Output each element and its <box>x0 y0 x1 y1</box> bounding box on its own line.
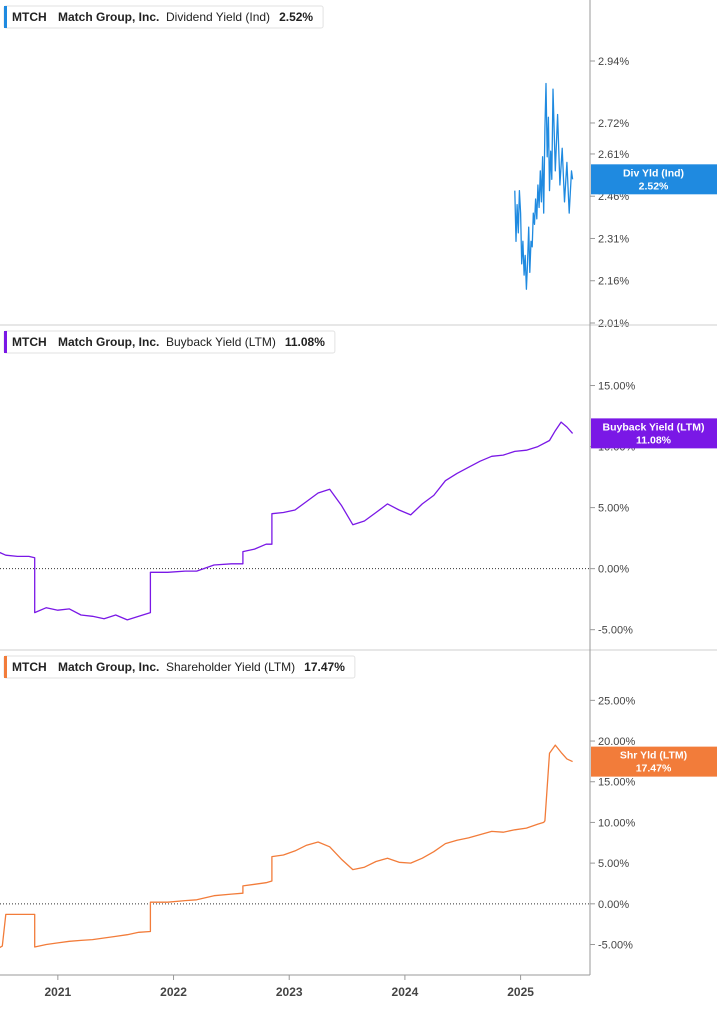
x-axis: 2021 2022 2023 2024 2025 <box>44 975 534 999</box>
header-company: Match Group, Inc. <box>58 660 159 674</box>
header-metric: Dividend Yield (Ind) <box>166 10 270 24</box>
x-tick-label: 2024 <box>392 985 419 999</box>
badge-bg <box>591 418 717 449</box>
y-tick-label: 5.00% <box>598 858 629 870</box>
y-tick-label: 0.00% <box>598 564 629 576</box>
x-tick-label: 2025 <box>507 985 534 999</box>
buyback-value-badge: Buyback Yield (LTM)11.08% <box>591 418 717 449</box>
badge-bg <box>591 746 717 777</box>
x-tick-label: 2021 <box>44 985 71 999</box>
y-tick-label: -5.00% <box>598 940 633 952</box>
dividend-header: MTCH Match Group, Inc. Dividend Yield (Ind… <box>3 5 324 29</box>
y-tick-label: 15.00% <box>598 777 636 789</box>
header-accent <box>4 331 7 353</box>
shareholder-series-line <box>0 744 573 949</box>
y-tick-label: -5.00% <box>598 625 633 637</box>
header-box <box>3 5 324 29</box>
buyback-series-line <box>0 421 574 621</box>
header-value: 2.52% <box>279 10 313 24</box>
x-tick-label: 2023 <box>276 985 303 999</box>
y-tick-label: 25.00% <box>598 695 636 707</box>
x-tick-label: 2022 <box>160 985 187 999</box>
shareholder-header: MTCH Match Group, Inc. Shareholder Yield (… <box>3 655 356 679</box>
header-ticker: MTCH <box>12 10 47 24</box>
header-accent <box>4 656 7 678</box>
header-metric: Buyback Yield (LTM) <box>166 335 276 349</box>
badge-value: 2.52% <box>639 180 669 192</box>
header-metric: Shareholder Yield (LTM) <box>166 660 295 674</box>
header-company: Match Group, Inc. <box>58 335 159 349</box>
buyback-header: MTCH Match Group, Inc. Buyback Yield (LTM)… <box>3 330 336 354</box>
y-tick-label: 2.72% <box>598 118 629 130</box>
badge-value: 11.08% <box>636 434 672 446</box>
y-tick-label: 2.16% <box>598 276 629 288</box>
y-tick-label: 15.00% <box>598 381 636 393</box>
y-tick-label: 0.00% <box>598 899 629 911</box>
y-tick-label: 2.61% <box>598 149 629 161</box>
y-tick-label: 2.31% <box>598 233 629 245</box>
header-value: 11.08% <box>285 335 325 349</box>
badge-label: Div Yld (Ind) <box>623 167 684 179</box>
header-accent <box>4 6 7 28</box>
dividend-panel: 2.01%2.16%2.31%2.46%2.61%2.72%2.94%MTCH M… <box>3 5 717 330</box>
header-company: Match Group, Inc. <box>58 10 159 24</box>
shareholder-value-badge: Shr Yld (LTM)17.47% <box>591 746 717 777</box>
header-value: 17.47% <box>304 660 345 674</box>
header-ticker: MTCH <box>12 335 47 349</box>
y-tick-label: 2.94% <box>598 56 629 68</box>
header-ticker: MTCH <box>12 660 47 674</box>
y-tick-label: 2.01% <box>598 318 629 330</box>
badge-label: Buyback Yield (LTM) <box>603 421 705 433</box>
badge-value: 17.47% <box>636 763 672 775</box>
y-tick-label: 20.00% <box>598 736 636 748</box>
shareholder-panel: -5.00% 0.00% 5.00% 10.00% 15.00% 20.00% 25.00%… <box>0 649 717 952</box>
y-tick-label: 5.00% <box>598 503 629 515</box>
badge-label: Shr Yld (LTM) <box>620 750 687 762</box>
badge-bg <box>591 164 717 195</box>
dividend-value-badge: Div Yld (Ind)2.52% <box>591 164 717 195</box>
dividend-series-line <box>514 82 574 290</box>
y-tick-label: 10.00% <box>598 817 636 829</box>
